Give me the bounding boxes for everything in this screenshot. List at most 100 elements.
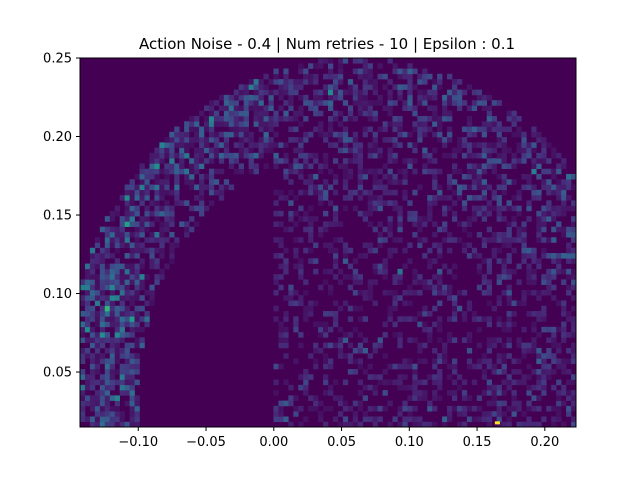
heatmap-cell (491, 163, 497, 169)
heatmap-cell (501, 390, 507, 396)
heatmap-cell (313, 89, 319, 96)
heatmap-cell (566, 205, 572, 212)
heatmap-cell (283, 311, 289, 317)
heatmap-cell (412, 405, 418, 412)
heatmap-cell (432, 131, 438, 138)
heatmap-cell (164, 179, 170, 185)
heatmap-cell (342, 416, 349, 423)
heatmap-cell (278, 253, 284, 259)
heatmap-cell (228, 152, 235, 159)
heatmap-cell (228, 105, 235, 112)
heatmap-cell (253, 142, 259, 148)
heatmap-cell (511, 268, 517, 275)
heatmap-cell (119, 284, 125, 291)
heatmap-cell (323, 326, 329, 333)
heatmap-cell (298, 342, 304, 349)
heatmap-cell (159, 274, 165, 280)
heatmap-cell (124, 384, 130, 391)
heatmap-cell (94, 263, 101, 270)
heatmap-cell (208, 131, 215, 138)
heatmap-cell (179, 163, 185, 169)
heatmap-cell (323, 184, 329, 191)
heatmap-cell (119, 332, 125, 338)
heatmap-cell (342, 274, 349, 280)
heatmap-cell (362, 105, 368, 112)
heatmap-cell (471, 210, 478, 217)
heatmap-cell (541, 142, 547, 148)
heatmap-cell (362, 126, 368, 133)
heatmap-cell (228, 121, 235, 127)
heatmap-cell (179, 200, 185, 206)
heatmap-cell (109, 384, 116, 391)
heatmap-cell (99, 247, 106, 254)
heatmap-cell (144, 205, 150, 212)
heatmap-cell (114, 274, 120, 280)
heatmap-cell (139, 279, 145, 285)
heatmap-cell (303, 189, 309, 196)
heatmap-cell (253, 115, 259, 122)
heatmap-cell (149, 258, 155, 264)
heatmap-cell (501, 321, 507, 328)
heatmap-cell (223, 142, 230, 148)
heatmap-cell (471, 316, 478, 322)
heatmap-cell (164, 263, 170, 270)
heatmap-cell (337, 121, 344, 127)
heatmap-cell (124, 316, 130, 322)
heatmap-cell (174, 142, 180, 148)
heatmap-cell (104, 321, 111, 328)
heatmap-cell (313, 173, 319, 180)
heatmap-cell (308, 374, 314, 380)
heatmap-cell (392, 279, 398, 285)
heatmap-cell (238, 94, 244, 101)
heatmap-cell (283, 84, 289, 90)
heatmap-cell (521, 131, 527, 138)
heatmap-cell (332, 115, 339, 122)
heatmap-cell (471, 216, 478, 222)
heatmap-cell (268, 94, 274, 101)
heatmap-cell (486, 126, 492, 133)
heatmap-cell (313, 184, 319, 191)
heatmap-cell (392, 115, 398, 122)
heatmap-cell (496, 405, 502, 412)
heatmap-cell (94, 321, 101, 328)
heatmap-cell (149, 295, 155, 301)
heatmap-cell (352, 268, 359, 275)
heatmap-cell (154, 179, 160, 185)
heatmap-cell (476, 231, 483, 238)
heatmap-hotspot-cell (494, 421, 500, 425)
heatmap-cell (213, 142, 220, 148)
heatmap-cell (392, 237, 398, 243)
heatmap-cell (144, 226, 150, 233)
heatmap-cell (248, 168, 254, 175)
heatmap-cell (531, 253, 537, 259)
heatmap-cell (481, 163, 488, 169)
heatmap-cell (174, 237, 180, 243)
heatmap-cell (412, 416, 418, 423)
heatmap-cell (342, 400, 349, 407)
heatmap-cell (228, 94, 235, 101)
heatmap-cell (417, 289, 423, 296)
heatmap-cell (536, 131, 542, 138)
heatmap-cell (303, 374, 309, 380)
heatmap-cell (288, 179, 294, 185)
heatmap-cell (511, 411, 517, 417)
heatmap-cell (551, 384, 557, 391)
heatmap-cell (347, 358, 354, 365)
heatmap-cell (392, 305, 398, 312)
heatmap-cell (372, 342, 378, 349)
heatmap-cell (268, 121, 274, 127)
heatmap-cell (288, 115, 294, 122)
heatmap-cell (184, 126, 190, 133)
heatmap-cell (99, 295, 106, 301)
heatmap-cell (104, 226, 111, 233)
heatmap-cell (169, 168, 175, 175)
heatmap-cell (476, 416, 483, 423)
heatmap-cell (461, 142, 468, 148)
heatmap-cell (308, 216, 314, 222)
heatmap-cell (313, 242, 319, 249)
heatmap-cell (546, 405, 552, 412)
heatmap-cell (461, 226, 468, 233)
heatmap-cell (268, 79, 274, 85)
heatmap-cell (466, 126, 473, 133)
